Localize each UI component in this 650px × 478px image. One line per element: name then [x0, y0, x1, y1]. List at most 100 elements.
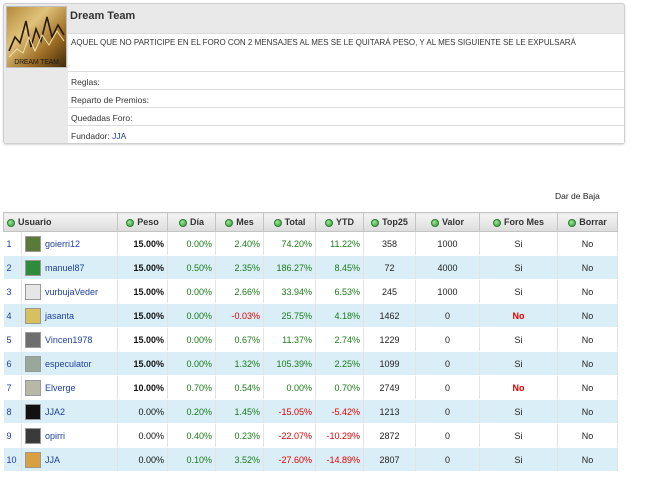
month-cell: 2.40% [215, 231, 264, 256]
weight-cell: 0.00% [117, 447, 168, 472]
team-panel: DREAM TEAM Dream Team AQUEL QUE NO PARTI… [3, 3, 625, 144]
month-cell: 0.67% [215, 327, 264, 352]
weight-cell: 15.00% [117, 231, 168, 256]
month-cell: 2.35% [215, 255, 264, 280]
user-link[interactable]: opirri [45, 430, 66, 441]
table-row: 3 vurbujaVeder 15.00% 0.00% 2.66% 33.94% 6.53%… [3, 279, 618, 304]
rank-cell: 2 [3, 255, 22, 280]
col-header-forum-month[interactable]: Foro Mes [479, 212, 558, 232]
ytd-cell: 2.25% [315, 351, 364, 376]
month-cell: 3.52% [215, 447, 264, 472]
user-link[interactable]: especulator [45, 358, 92, 369]
founder-link[interactable]: JJA [112, 131, 127, 141]
col-header-weight[interactable]: Peso [117, 212, 168, 232]
top25-cell: 1213 [363, 399, 416, 424]
forum-month-cell: Si [479, 255, 558, 280]
user-link[interactable]: JJA2 [45, 406, 66, 417]
day-cell: 0.00% [167, 279, 216, 304]
user-avatar[interactable] [25, 307, 41, 324]
user-cell: JJA [21, 447, 118, 472]
weight-cell: 15.00% [117, 303, 168, 328]
value-cell: 4000 [415, 255, 480, 280]
ytd-cell: -5.42% [315, 399, 364, 424]
sort-icon [273, 218, 282, 227]
col-header-month[interactable]: Mes [215, 212, 264, 232]
rank-cell: 5 [3, 327, 22, 352]
month-cell: 1.32% [215, 351, 264, 376]
user-link[interactable]: Vincen1978 [45, 334, 93, 345]
meetups-label: Quedadas Foro: [71, 113, 133, 123]
value-cell: 0 [415, 399, 480, 424]
value-cell: 0 [415, 375, 480, 400]
user-avatar[interactable] [25, 283, 41, 300]
col-header-day[interactable]: Día [167, 212, 216, 232]
user-avatar[interactable] [25, 379, 41, 396]
user-avatar[interactable] [25, 451, 41, 468]
user-cell: especulator [21, 351, 118, 376]
total-cell: 11.37% [263, 327, 316, 352]
rules-label: Reglas: [71, 77, 100, 87]
table-row: 8 JJA2 0.00% 0.20% 1.45% -15.05% -5.42% 1213 0 Si… [3, 399, 618, 424]
table-row: 6 especulator 15.00% 0.00% 1.32% 105.39% 2.25%… [3, 351, 618, 376]
leave-team-link[interactable]: Dar de Baja [555, 191, 600, 201]
weight-cell: 0.00% [117, 399, 168, 424]
user-avatar[interactable] [25, 427, 41, 444]
month-cell: 2.66% [215, 279, 264, 304]
user-cell: jasanta [21, 303, 118, 328]
day-cell: 0.10% [167, 447, 216, 472]
sort-icon [178, 218, 187, 227]
rank-cell: 4 [3, 303, 22, 328]
col-header-top25[interactable]: Top25 [363, 212, 416, 232]
delete-cell: No [557, 303, 618, 328]
rank-cell: 8 [3, 399, 22, 424]
col-header-total[interactable]: Total [263, 212, 316, 232]
user-avatar[interactable] [25, 259, 41, 276]
value-cell: 1000 [415, 279, 480, 304]
user-cell: vurbujaVeder [21, 279, 118, 304]
user-avatar[interactable] [25, 235, 41, 252]
col-header-value[interactable]: Valor [415, 212, 480, 232]
user-cell: opirri [21, 423, 118, 448]
month-cell: 1.45% [215, 399, 264, 424]
forum-month-cell: Si [479, 231, 558, 256]
user-avatar[interactable] [25, 355, 41, 372]
weight-cell: 10.00% [117, 375, 168, 400]
team-description: AQUEL QUE NO PARTICIPE EN EL FORO CON 2 … [68, 33, 624, 71]
user-cell: manuel87 [21, 255, 118, 280]
rank-cell: 9 [3, 423, 22, 448]
sort-icon [225, 218, 234, 227]
weight-cell: 15.00% [117, 255, 168, 280]
ytd-cell: 6.53% [315, 279, 364, 304]
col-header-user[interactable]: Usuario [3, 212, 118, 232]
weight-cell: 15.00% [117, 351, 168, 376]
total-cell: 105.39% [263, 351, 316, 376]
value-cell: 1000 [415, 231, 480, 256]
col-header-delete[interactable]: Borrar [557, 212, 618, 232]
total-cell: -27.60% [263, 447, 316, 472]
user-link[interactable]: manuel87 [45, 262, 85, 273]
user-link[interactable]: JJA [45, 454, 61, 465]
month-cell: 0.23% [215, 423, 264, 448]
delete-cell: No [557, 423, 618, 448]
user-link[interactable]: jasanta [45, 310, 75, 321]
delete-cell: No [557, 327, 618, 352]
user-avatar[interactable] [25, 403, 41, 420]
sort-icon [7, 218, 15, 227]
team-logo: DREAM TEAM [6, 6, 67, 68]
forum-month-cell: Si [479, 399, 558, 424]
user-link[interactable]: goierri12 [45, 238, 81, 249]
day-cell: 0.00% [167, 231, 216, 256]
user-avatar[interactable] [25, 331, 41, 348]
forum-month-cell: Si [479, 423, 558, 448]
user-link[interactable]: vurbujaVeder [45, 286, 99, 297]
user-link[interactable]: Elverge [45, 382, 76, 393]
month-cell: 0.54% [215, 375, 264, 400]
forum-month-cell: No [479, 303, 558, 328]
col-header-ytd[interactable]: YTD [315, 212, 364, 232]
table-body: 1 goierri12 15.00% 0.00% 2.40% 74.20% 11.22% 35… [3, 231, 618, 472]
forum-month-cell: Si [479, 447, 558, 472]
delete-cell: No [557, 255, 618, 280]
table-row: 1 goierri12 15.00% 0.00% 2.40% 74.20% 11.22% 35… [3, 231, 618, 256]
forum-month-cell: Si [479, 351, 558, 376]
sort-icon [568, 218, 577, 227]
